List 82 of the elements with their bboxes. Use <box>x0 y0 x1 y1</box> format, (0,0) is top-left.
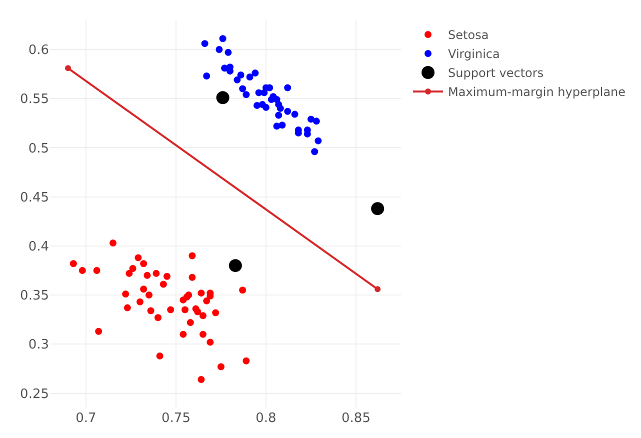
point <box>216 91 230 104</box>
point <box>65 65 71 72</box>
point <box>188 274 196 281</box>
y-tick-label: 0.55 <box>20 92 49 108</box>
point <box>239 85 246 92</box>
point <box>144 272 151 279</box>
point <box>203 72 210 80</box>
point <box>237 72 244 79</box>
point <box>95 328 102 335</box>
point <box>160 280 167 288</box>
point <box>234 76 241 84</box>
point <box>242 357 250 364</box>
y-tick-label: 0.25 <box>20 386 49 402</box>
point <box>188 252 196 260</box>
y-tick-label: 0.6 <box>28 43 49 58</box>
point <box>198 376 205 384</box>
y-tick-label: 0.3 <box>28 338 49 353</box>
point <box>242 91 250 98</box>
point <box>246 73 254 80</box>
point <box>218 363 224 370</box>
point <box>164 272 170 280</box>
legend-label: Support vectors <box>448 66 544 80</box>
point <box>284 108 292 115</box>
point <box>140 286 148 293</box>
point <box>146 292 152 299</box>
point <box>182 306 188 314</box>
y-tick-label: 0.5 <box>28 141 49 156</box>
point <box>93 266 100 274</box>
point <box>180 330 187 338</box>
point <box>152 270 160 277</box>
x-tick-label: 0.8 <box>256 411 276 426</box>
x-tick-label: 0.85 <box>342 411 370 426</box>
legend-label: Setosa <box>448 28 489 42</box>
point <box>140 260 148 268</box>
point <box>134 254 142 262</box>
point <box>203 297 210 304</box>
point <box>206 338 214 346</box>
point <box>70 260 77 268</box>
point <box>275 112 282 119</box>
legend-label: Maximum-margin hyperplane <box>448 85 626 100</box>
point <box>371 202 384 216</box>
point <box>278 122 286 129</box>
point <box>314 137 322 144</box>
point <box>136 298 144 306</box>
point <box>126 270 133 277</box>
point <box>194 308 202 316</box>
point <box>200 330 206 338</box>
point <box>239 286 246 294</box>
point <box>284 84 292 92</box>
point <box>312 118 320 125</box>
point <box>186 319 194 326</box>
y-tick-label: 0.45 <box>20 190 49 206</box>
point <box>129 265 136 272</box>
legend-label: Virginica <box>448 47 500 62</box>
point <box>311 148 318 156</box>
point <box>308 116 314 123</box>
point <box>219 35 226 42</box>
point <box>262 104 270 111</box>
point <box>124 304 131 312</box>
point <box>200 312 206 320</box>
x-tick-label: 0.75 <box>162 411 190 426</box>
point <box>78 266 86 274</box>
point <box>154 314 162 322</box>
point <box>224 48 232 56</box>
point <box>276 104 284 112</box>
point <box>252 70 259 77</box>
point <box>156 352 164 360</box>
point <box>110 239 116 246</box>
point <box>291 110 298 118</box>
point <box>147 307 154 314</box>
y-tick-label: 0.4 <box>28 239 49 254</box>
point <box>122 290 130 298</box>
point <box>228 259 242 272</box>
x-tick-label: 0.7 <box>76 411 96 426</box>
point <box>374 286 381 292</box>
point <box>212 309 220 316</box>
point <box>260 89 268 96</box>
point <box>216 46 223 53</box>
point <box>198 290 205 297</box>
point <box>201 40 208 48</box>
y-tick-label: 0.35 <box>20 288 49 304</box>
point <box>167 306 174 314</box>
